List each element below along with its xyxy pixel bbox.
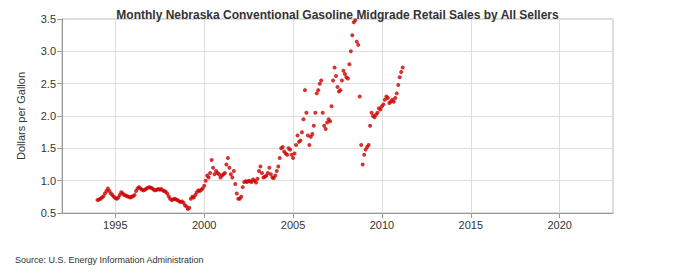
svg-text:2005: 2005 xyxy=(281,219,305,231)
svg-text:1.0: 1.0 xyxy=(41,175,56,187)
svg-text:2020: 2020 xyxy=(547,219,571,231)
svg-text:0.5: 0.5 xyxy=(41,207,56,219)
svg-text:3.0: 3.0 xyxy=(41,45,56,57)
svg-text:2015: 2015 xyxy=(459,219,483,231)
svg-text:2000: 2000 xyxy=(192,219,216,231)
svg-text:2.0: 2.0 xyxy=(41,110,56,122)
svg-text:Dollars per Gallon: Dollars per Gallon xyxy=(15,72,27,160)
svg-text:2010: 2010 xyxy=(370,219,394,231)
svg-text:2.5: 2.5 xyxy=(41,78,56,90)
svg-text:3.5: 3.5 xyxy=(41,13,56,25)
svg-text:1.5: 1.5 xyxy=(41,142,56,154)
svg-text:1995: 1995 xyxy=(103,219,127,231)
svg-text:Monthly Nebraska Conventional: Monthly Nebraska Conventional Gasoline M… xyxy=(116,8,559,22)
svg-text:Source: U.S. Energy Informatio: Source: U.S. Energy Information Administ… xyxy=(15,255,204,265)
